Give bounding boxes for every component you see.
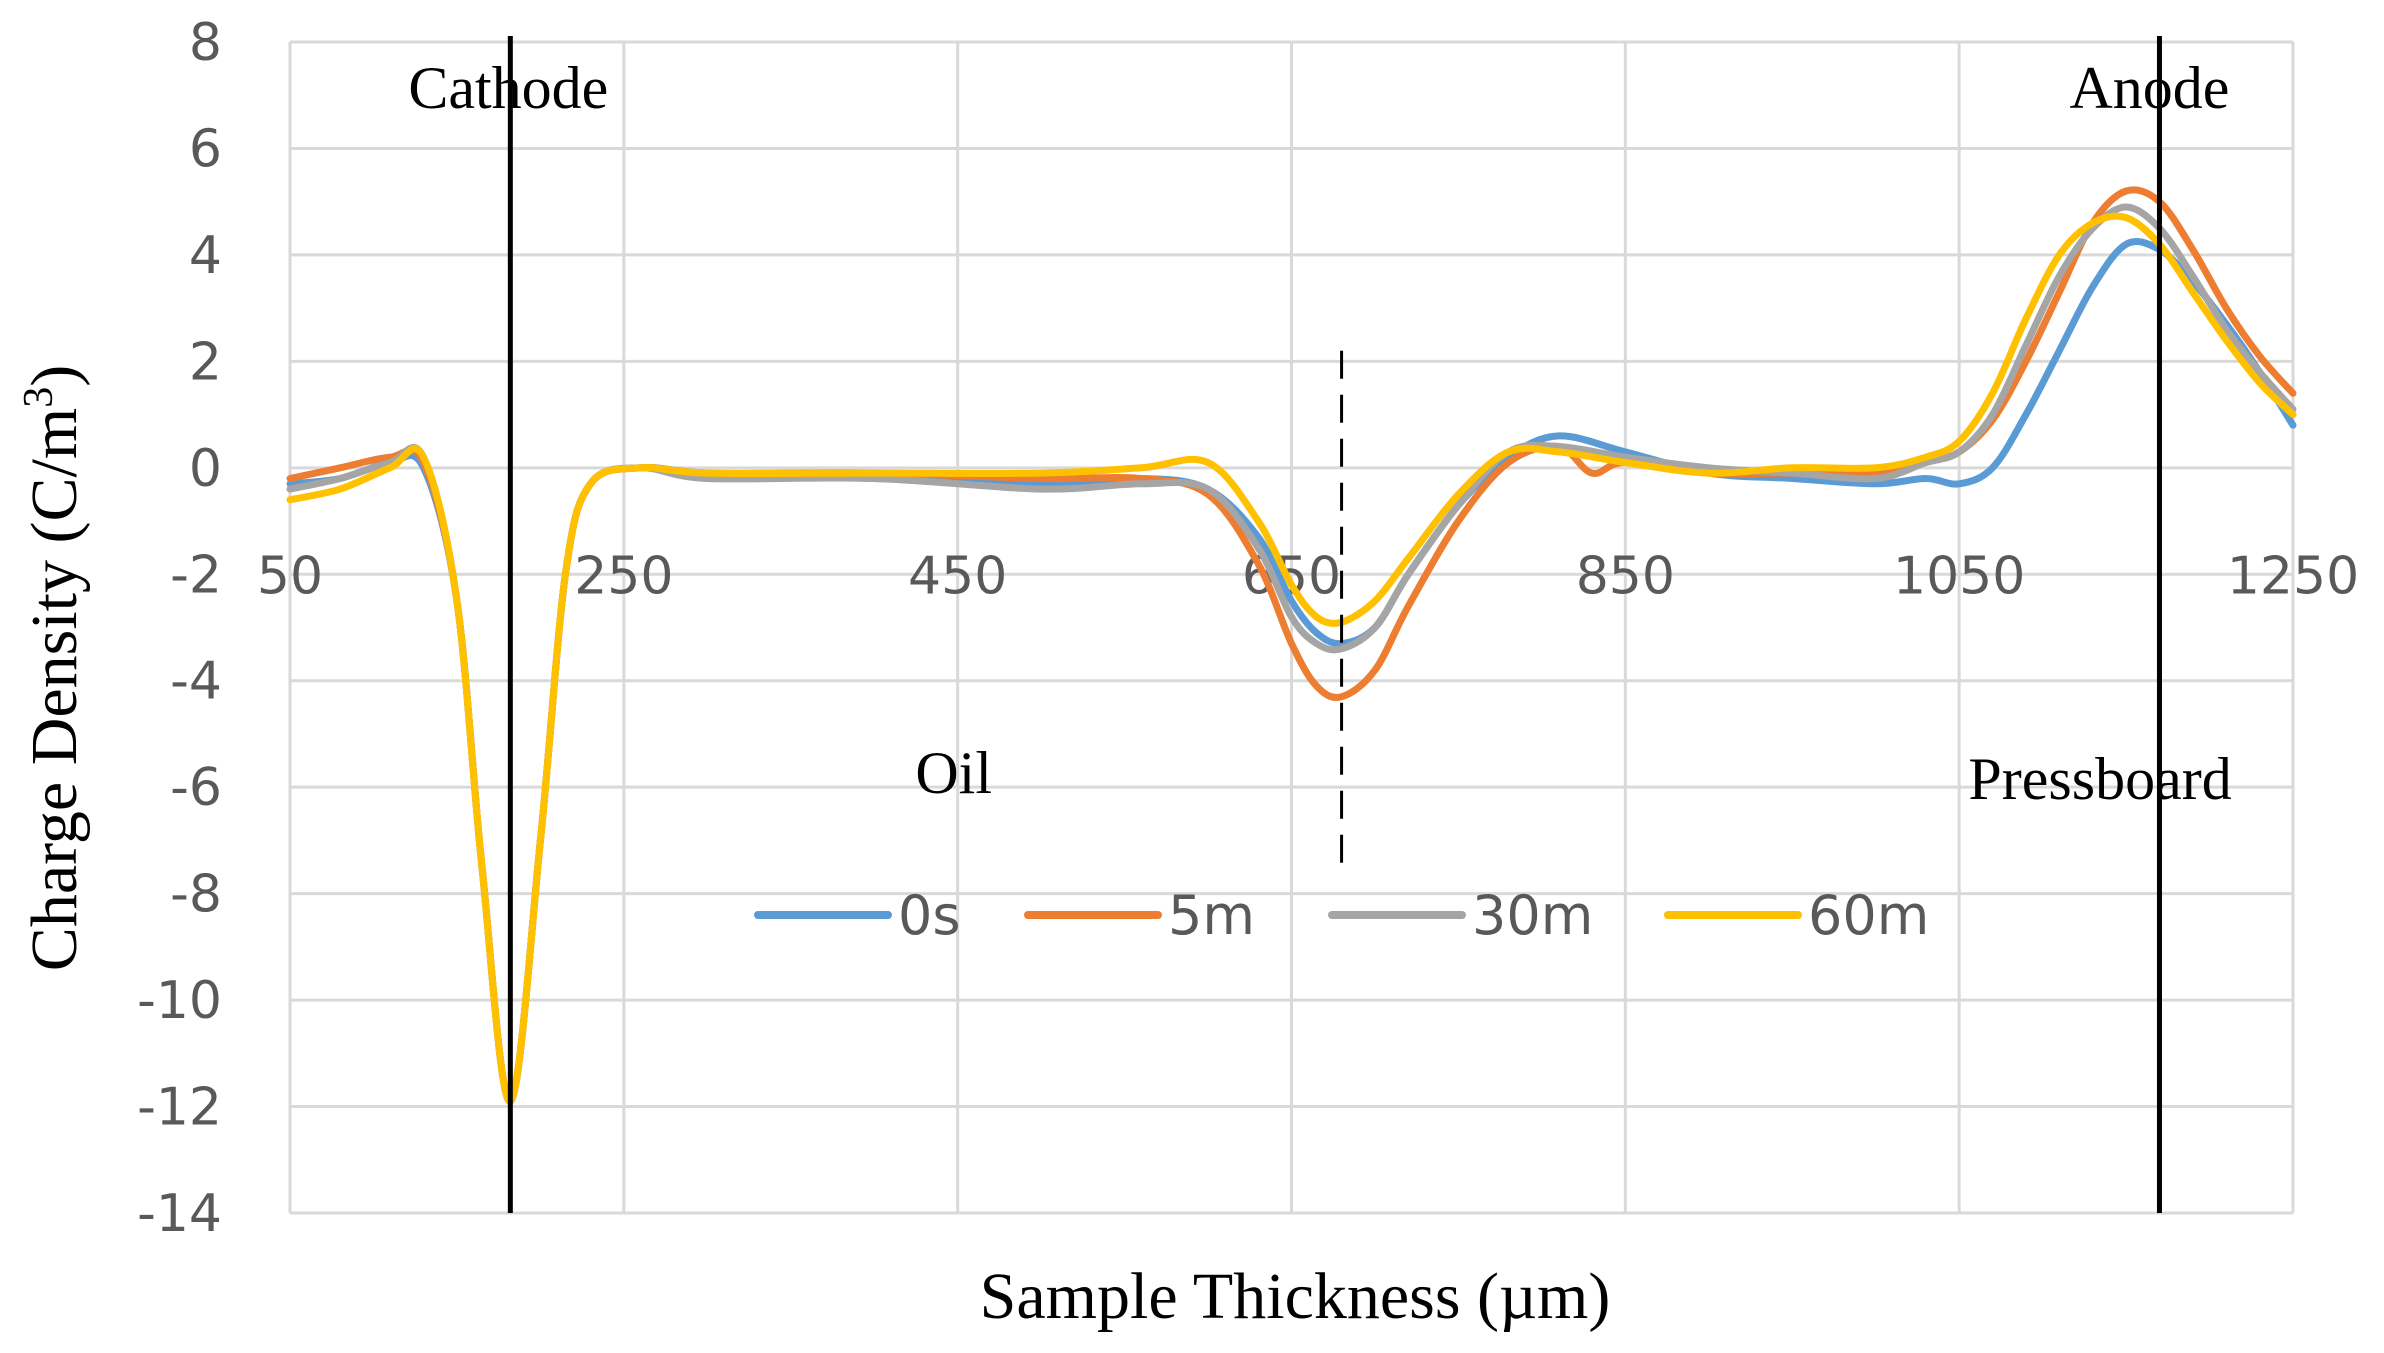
y-tick-labels: 8 6 4 2 0 -2 -4 -6 -8 -10 -12 -14 (137, 13, 222, 1244)
legend-label-30m: 30m (1472, 884, 1593, 947)
y-tick-label: -6 (170, 758, 222, 818)
y-axis-title: Charge Density (C/m3) (16, 365, 91, 971)
x-axis-title: Sample Thickness (µm) (980, 1260, 1611, 1333)
anode-label: Anode (2069, 55, 2229, 121)
y-tick-label: 8 (189, 13, 222, 73)
y-axis-title-close: ) (18, 365, 91, 387)
y-tick-label: -14 (137, 1184, 222, 1244)
y-tick-label: 0 (189, 439, 222, 499)
legend-label-60m: 60m (1808, 884, 1929, 947)
pressboard-region-label: Pressboard (1968, 746, 2231, 812)
x-tick-label: 450 (908, 546, 1007, 606)
y-axis-title-main: Charge Density (C/m (18, 408, 91, 971)
cathode-label: Cathode (408, 55, 608, 121)
x-tick-label: 50 (257, 546, 323, 606)
legend-label-0s: 0s (898, 884, 961, 947)
y-tick-label: -10 (137, 971, 222, 1031)
x-tick-label: 1050 (1893, 546, 2025, 606)
oil-region-label: Oil (915, 740, 992, 806)
y-tick-label: -8 (170, 865, 222, 925)
y-tick-label: 2 (189, 332, 222, 392)
series-line-60m (286, 212, 2297, 1105)
y-axis-title-superscript: 3 (16, 387, 62, 408)
x-tick-labels: 50 250 450 650 850 1050 1250 (257, 546, 2359, 606)
legend: 0s 5m 30m 60m (754, 884, 1929, 947)
gridlines (288, 40, 2295, 1215)
y-tick-label: 4 (189, 226, 222, 286)
y-tick-label: 6 (189, 119, 222, 179)
x-tick-label: 250 (574, 546, 673, 606)
x-tick-label: 1250 (2227, 546, 2359, 606)
annotations: Cathode Anode Oil Pressboard (408, 36, 2232, 1213)
y-tick-label: -4 (170, 652, 222, 712)
legend-label-5m: 5m (1168, 884, 1255, 947)
y-tick-label: -2 (170, 545, 222, 605)
x-tick-label: 850 (1576, 546, 1675, 606)
y-tick-label: -12 (137, 1078, 222, 1138)
